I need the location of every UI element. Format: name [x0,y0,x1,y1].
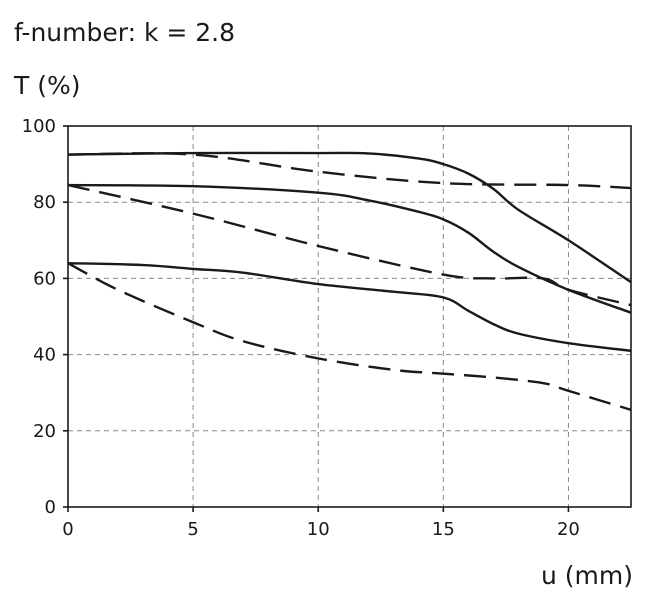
x-tick-label: 5 [187,519,198,540]
solid-series-line-3 [67,183,632,314]
solid-series-line-5 [67,261,632,352]
x-tick-label: 20 [557,519,580,540]
y-axis-label: T (%) [13,71,80,100]
x-tick-label: 0 [62,519,73,540]
plot-frame [67,125,632,508]
x-axis-label: u (mm) [541,561,633,590]
axis-ticks: 0 5 10 15 20 0 20 40 60 80 100 [22,116,580,540]
series-group [67,151,632,411]
y-tick-label: 80 [33,192,56,213]
y-tick-label: 0 [45,497,56,518]
x-tick-label: 15 [432,519,455,540]
dashed-series-line-2 [67,152,632,190]
y-tick-label: 60 [33,268,56,289]
dashed-series-line-6 [67,262,632,411]
solid-series-line-1 [67,151,632,284]
chart-title: f-number: k = 2.8 [14,18,235,47]
grid [68,126,631,507]
y-tick-label: 40 [33,345,56,366]
dashed-series-line-4 [67,183,632,307]
y-tick-label: 100 [22,116,56,137]
x-tick-label: 10 [307,519,330,540]
y-tick-label: 20 [33,421,56,442]
